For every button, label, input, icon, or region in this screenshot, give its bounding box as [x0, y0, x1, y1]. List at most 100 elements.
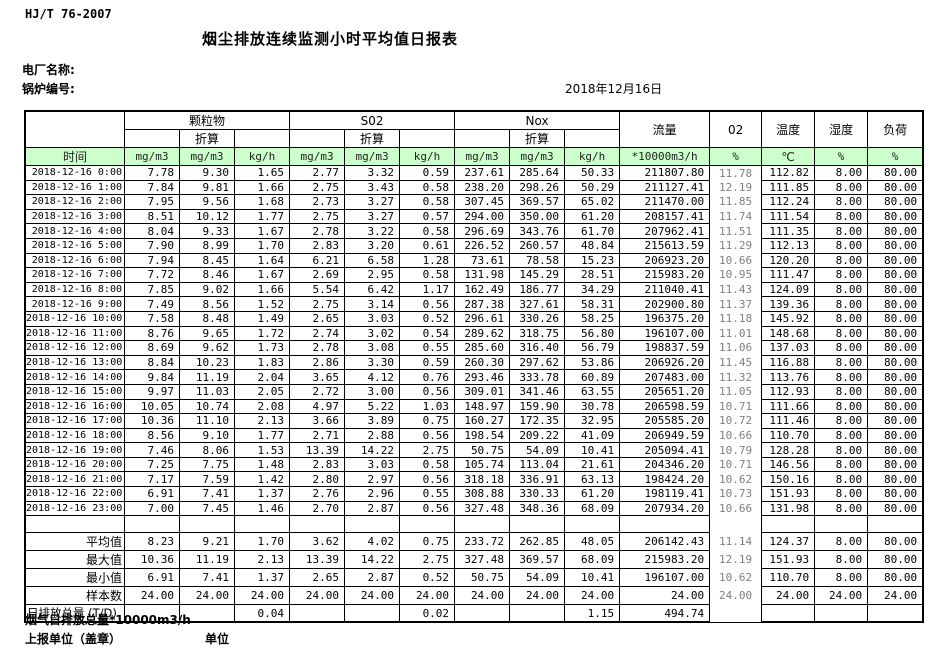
- value-cell: 8.76: [124, 325, 180, 342]
- value-cell: 50.29: [564, 179, 621, 196]
- data-row: 2018-12-16 6:00 7.94 8.45 1.64 6.21 6.58 1.28 7…: [25, 252, 924, 269]
- value-cell: 336.91: [509, 471, 566, 488]
- value-cell: 1.68: [233, 194, 291, 210]
- value-cell: 14.22: [344, 442, 401, 458]
- data-row: 2018-12-16 5:00 7.90 8.99 1.70 2.83 3.20 0.61 2…: [25, 237, 924, 254]
- value-cell: 63.55: [564, 383, 621, 400]
- value-cell: 61.70: [564, 223, 621, 239]
- value-cell: 0.57: [399, 208, 456, 225]
- value-cell: 3.00: [344, 383, 401, 400]
- value-cell: 80.00: [867, 442, 924, 458]
- value-cell: 2.75: [289, 296, 346, 312]
- value-cell: 80.00: [867, 281, 924, 298]
- value-cell: 2.65: [289, 310, 346, 327]
- value-cell: 1.67: [233, 267, 291, 283]
- timestamp-cell: 2018-12-16 21:00: [25, 471, 125, 488]
- value-cell: 58.31: [564, 296, 621, 312]
- value-cell: 1.67: [233, 223, 291, 239]
- value-cell: 7.78: [124, 165, 180, 181]
- value-cell: 1.49: [233, 310, 291, 327]
- value-cell: 8.00: [814, 471, 869, 488]
- value-cell: 0.56: [399, 296, 456, 312]
- value-cell: 209.22: [509, 427, 566, 444]
- value-cell: 2.77: [289, 165, 346, 181]
- value-cell: 0.58: [399, 179, 456, 196]
- value-cell: 6.91: [124, 568, 180, 588]
- value-cell: 10.23: [179, 354, 235, 371]
- value-cell: 112.24: [761, 194, 816, 210]
- value-cell: 24.00: [233, 586, 291, 606]
- value-cell: 207962.41: [619, 223, 711, 239]
- value-cell: 50.75: [454, 568, 511, 588]
- value-cell: 1.64: [233, 252, 291, 269]
- value-cell: [454, 515, 511, 534]
- value-cell: 7.95: [124, 194, 180, 210]
- converted-header-row: 折算 折算 折算: [26, 129, 923, 148]
- value-cell: 80.00: [867, 532, 924, 552]
- value-cell: 1.70: [233, 532, 291, 552]
- value-cell: 1.73: [233, 340, 291, 356]
- value-cell: 34.29: [564, 281, 621, 298]
- value-cell: 8.51: [124, 208, 180, 225]
- value-cell: 3.66: [289, 413, 346, 429]
- value-cell: 316.40: [509, 340, 566, 356]
- value-cell: 10.05: [124, 398, 180, 415]
- value-cell: 9.62: [179, 340, 235, 356]
- value-cell: 260.30: [454, 354, 511, 371]
- value-cell: 3.89: [344, 413, 401, 429]
- value-cell: 2.65: [289, 568, 346, 588]
- report-date: 2018年12月16日: [565, 82, 663, 96]
- value-cell: 296.61: [454, 310, 511, 327]
- value-cell: 11.78: [709, 165, 763, 181]
- value-cell: 11.19: [179, 550, 235, 570]
- value-cell: 11.85: [709, 194, 763, 210]
- value-cell: 7.59: [179, 471, 235, 488]
- temperature-header: 温度: [761, 111, 816, 148]
- value-cell: 30.78: [564, 398, 621, 415]
- pm-raw-spacer: [124, 129, 180, 148]
- value-cell: 196107.00: [619, 568, 711, 588]
- value-cell: 9.02: [179, 281, 235, 298]
- value-cell: [761, 515, 816, 534]
- value-cell: 2.83: [289, 237, 346, 254]
- page-title: 烟尘排放连续监测小时平均值日报表: [201, 30, 458, 48]
- value-cell: 2.87: [344, 568, 401, 588]
- value-cell: 11.05: [709, 384, 763, 399]
- value-cell: 2.97: [344, 471, 401, 488]
- summary-row: 样本数 24.00 24.00 24.00 24.00 24.00 24.00 24.00 24…: [25, 586, 924, 606]
- value-cell: 80.00: [867, 398, 924, 415]
- so2-rate-spacer: [399, 129, 456, 148]
- value-cell: 112.93: [761, 383, 816, 400]
- value-cell: 148.97: [454, 398, 511, 415]
- value-cell: 24.00: [399, 586, 456, 606]
- timestamp-cell: 2018-12-16 17:00: [25, 413, 125, 429]
- summary-row: 平均值 8.23 9.21 1.70 3.62 4.02 0.75 233.72 262.85 4…: [25, 532, 924, 552]
- value-cell: 206923.20: [619, 252, 711, 269]
- value-cell: 2.13: [233, 550, 291, 570]
- value-cell: 159.90: [509, 398, 566, 415]
- value-cell: 198119.41: [619, 486, 711, 502]
- value-cell: 10.66: [709, 501, 763, 516]
- value-cell: 206926.20: [619, 354, 711, 371]
- timestamp-cell: 2018-12-16 11:00: [25, 325, 125, 342]
- value-cell: 24.00: [761, 586, 816, 606]
- value-cell: 262.85: [509, 532, 566, 552]
- value-cell: 5.22: [344, 398, 401, 415]
- data-row: 2018-12-16 3:00 8.51 10.12 1.77 2.75 3.27 0.57…: [25, 208, 924, 225]
- row-label-cell: 最小值: [25, 568, 125, 588]
- value-cell: 12.19: [709, 180, 763, 195]
- data-row: 2018-12-16 15:00 9.97 11.03 2.05 2.72 3.00 0.5…: [25, 383, 924, 400]
- value-cell: 162.49: [454, 281, 511, 298]
- value-cell: 8.00: [814, 296, 869, 312]
- value-cell: 124.09: [761, 281, 816, 298]
- value-cell: 369.57: [509, 550, 566, 570]
- value-cell: 80.00: [867, 179, 924, 196]
- value-cell: 8.00: [814, 550, 869, 570]
- value-cell: 6.42: [344, 281, 401, 298]
- value-cell: 1.46: [233, 500, 291, 517]
- value-cell: 0.76: [399, 369, 456, 385]
- value-cell: 21.61: [564, 456, 621, 473]
- value-cell: 80.00: [867, 340, 924, 356]
- value-cell: 8.45: [179, 252, 235, 269]
- timestamp-cell: 2018-12-16 1:00: [25, 179, 125, 196]
